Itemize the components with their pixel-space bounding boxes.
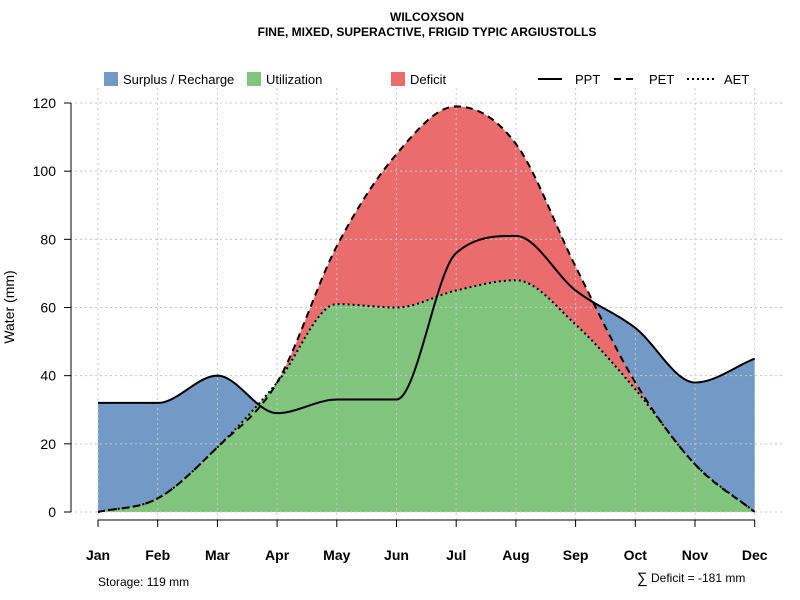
utilization-area bbox=[98, 280, 755, 512]
y-tick-label: 120 bbox=[33, 95, 57, 111]
series-lines bbox=[97, 105, 756, 513]
y-tick-label: 0 bbox=[48, 504, 56, 520]
y-tick-label: 40 bbox=[40, 368, 56, 384]
x-tick-label: Aug bbox=[502, 547, 529, 563]
legend-label-utilization: Utilization bbox=[266, 72, 322, 87]
x-tick-label: Sep bbox=[563, 547, 589, 563]
legend: Surplus / Recharge Utilization Deficit P… bbox=[104, 72, 749, 87]
series-line-aet bbox=[97, 279, 756, 513]
legend-label-ppt: PPT bbox=[575, 72, 600, 87]
x-tick-label: Apr bbox=[265, 547, 290, 563]
series-line-ppt bbox=[97, 234, 756, 415]
y-tick-label: 20 bbox=[40, 436, 56, 452]
legend-label-pet: PET bbox=[649, 72, 674, 87]
x-tick-label: Jul bbox=[446, 547, 466, 563]
x-tick-label: Mar bbox=[205, 547, 230, 563]
area-fills bbox=[98, 106, 755, 513]
storage-annotation: Storage: 119 mm bbox=[98, 575, 189, 589]
chart-subtitle: FINE, MIXED, SUPERACTIVE, FRIGID TYPIC A… bbox=[258, 25, 597, 39]
legend-label-deficit: Deficit bbox=[410, 72, 447, 87]
y-tick-label: 60 bbox=[40, 300, 56, 316]
legend-label-surplus: Surplus / Recharge bbox=[123, 72, 234, 87]
axes: 0 20 40 60 80 100 120 Jan Feb Mar Apr May Jun Jul Aug S… bbox=[33, 95, 768, 563]
x-tick-label: May bbox=[323, 547, 350, 563]
legend-label-aet: AET bbox=[724, 72, 749, 87]
y-axis-label: Water (mm) bbox=[1, 270, 17, 343]
legend-swatch-deficit bbox=[391, 72, 405, 86]
y-tick-label: 100 bbox=[33, 163, 57, 179]
x-tick-label: Oct bbox=[624, 547, 648, 563]
x-tick-label: Feb bbox=[145, 547, 170, 563]
chart-title: WILCOXSON bbox=[390, 10, 464, 24]
x-tick-label: Jun bbox=[384, 547, 409, 563]
y-tick-label: 80 bbox=[40, 231, 56, 247]
sum-symbol: ∑ bbox=[637, 570, 648, 587]
legend-swatch-surplus bbox=[104, 72, 118, 86]
gridlines bbox=[70, 88, 785, 520]
legend-swatch-utilization bbox=[247, 72, 261, 86]
deficit-area bbox=[98, 106, 755, 512]
surplus-area bbox=[98, 235, 755, 513]
x-tick-label: Nov bbox=[682, 547, 709, 563]
x-tick-label: Jan bbox=[86, 547, 110, 563]
x-tick-label: Dec bbox=[742, 547, 768, 563]
deficit-annotation: Deficit = -181 mm bbox=[651, 571, 745, 585]
